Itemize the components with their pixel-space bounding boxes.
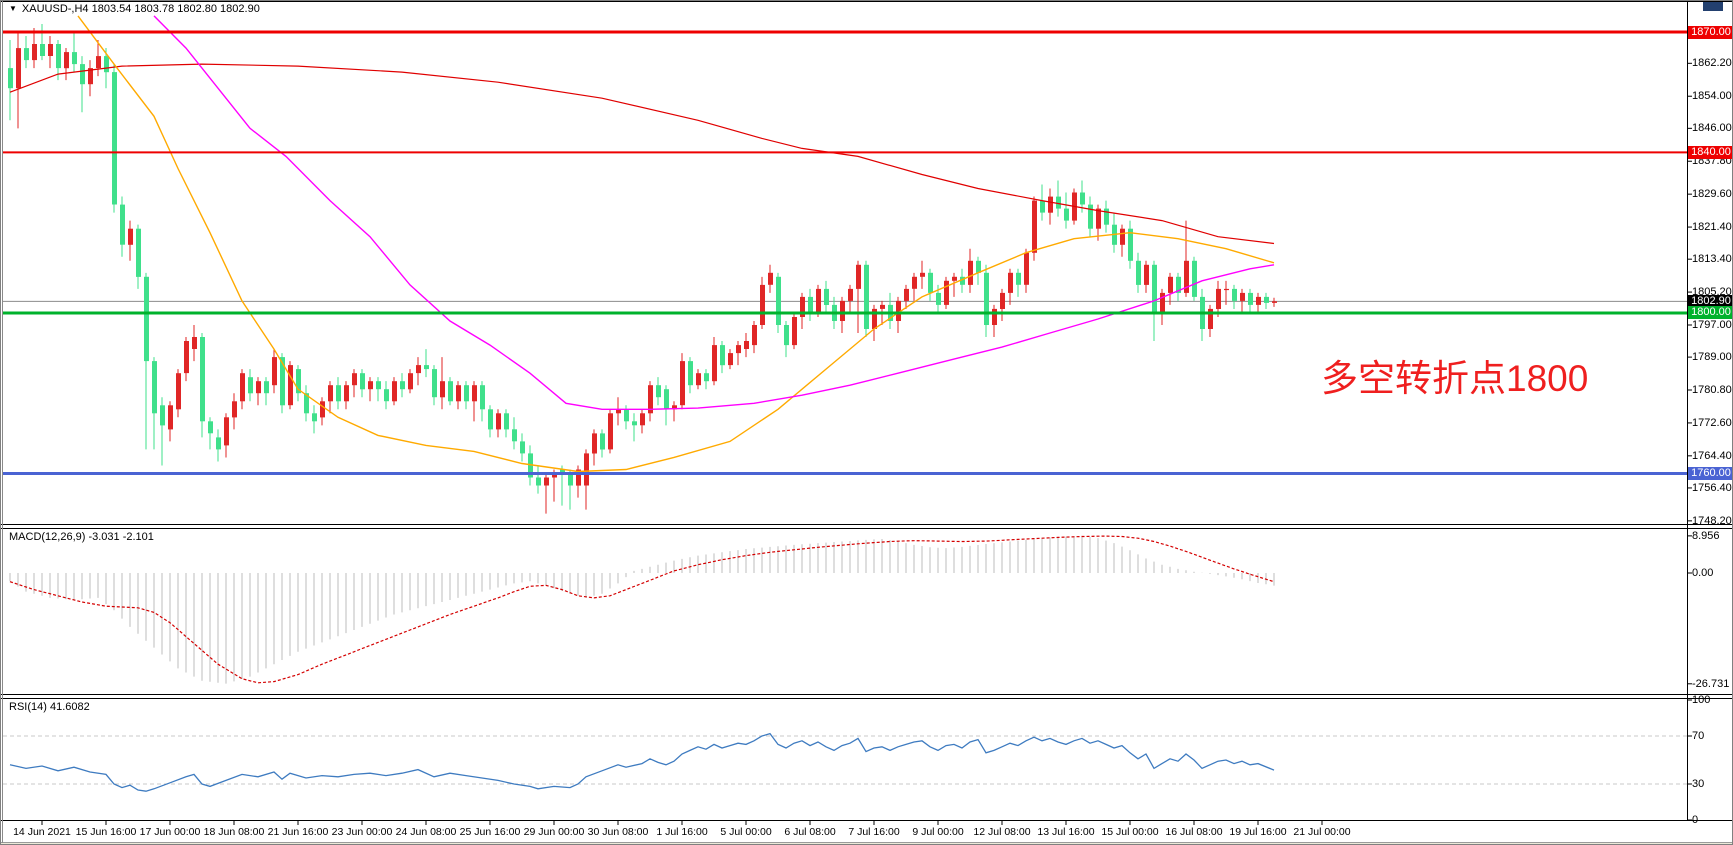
macd-tick-label: -26.731 [1692, 677, 1730, 690]
time-axis-label: 13 Jul 16:00 [1037, 826, 1095, 838]
time-axis-label: 1 Jul 16:00 [656, 826, 708, 838]
macd-indicator-label: MACD(12,26,9) -3.031 -2.101 [9, 531, 154, 543]
rsi-tick-label: 70 [1692, 730, 1705, 742]
window-corner-button[interactable] [1703, 2, 1723, 11]
macd-tick-label: 8.956 [1692, 529, 1720, 542]
price-tick-label: 1797.00 [1692, 318, 1732, 331]
price-tick-label: 1813.40 [1692, 253, 1732, 266]
time-axis-label: 23 Jun 00:00 [331, 826, 393, 838]
time-axis-label: 15 Jul 00:00 [1101, 826, 1159, 838]
time-axis-label: 16 Jul 08:00 [1165, 826, 1223, 838]
time-axis-label: 21 Jun 16:00 [267, 826, 329, 838]
price-tick-label: 1854.00 [1692, 90, 1732, 103]
time-axis-label: 17 Jun 00:00 [139, 826, 201, 838]
rsi-tick-label: 0 [1692, 814, 1699, 826]
rsi-tick-label: 100 [1692, 694, 1711, 706]
price-tick-label: 1764.40 [1692, 449, 1732, 462]
time-axis-label: 15 Jun 16:00 [75, 826, 137, 838]
rsi-tick-label: 30 [1692, 778, 1705, 790]
price-level-badge: 1870.00 [1688, 25, 1732, 39]
price-level-badge: 1802.90 [1688, 294, 1732, 308]
trend-annotation-text: 多空转折点1800 [1321, 358, 1589, 399]
time-axis-label: 24 Jun 08:00 [395, 826, 457, 838]
time-axis-label: 25 Jun 16:00 [459, 826, 521, 838]
time-axis-label: 29 Jun 00:00 [523, 826, 585, 838]
time-axis-label: 30 Jun 08:00 [587, 826, 649, 838]
price-tick-label: 1829.60 [1692, 188, 1732, 201]
time-axis-label: 7 Jul 16:00 [848, 826, 900, 838]
price-tick-label: 1862.20 [1692, 57, 1732, 70]
price-level-badge: 1800.00 [1688, 306, 1732, 320]
chart-symbol-title: ▼ XAUUSD-,H4 1803.54 1803.78 1802.80 1802… [9, 3, 260, 15]
bottom-scrollbar[interactable] [1, 843, 1732, 844]
price-tick-label: 1748.20 [1692, 514, 1732, 527]
time-axis-label: 5 Jul 00:00 [720, 826, 772, 838]
time-axis-label: 18 Jun 08:00 [203, 826, 265, 838]
rsi-indicator-label: RSI(14) 41.6082 [9, 701, 90, 713]
time-axis-label: 21 Jul 00:00 [1293, 826, 1351, 838]
time-axis-label: 14 Jun 2021 [13, 826, 71, 838]
price-tick-label: 1780.80 [1692, 384, 1732, 396]
price-tick-label: 1846.00 [1692, 122, 1732, 135]
time-axis-label: 19 Jul 16:00 [1229, 826, 1287, 838]
price-tick-label: 1756.40 [1692, 481, 1732, 494]
symbol-dropdown-icon[interactable]: ▼ [9, 4, 17, 13]
time-axis-label: 6 Jul 08:00 [784, 826, 836, 838]
price-tick-label: 1772.60 [1692, 416, 1732, 429]
time-axis-label: 9 Jul 00:00 [912, 826, 964, 838]
price-level-badge: 1760.00 [1688, 466, 1732, 480]
macd-tick-label: 0.00 [1692, 567, 1714, 579]
price-tick-label: 1789.00 [1692, 351, 1732, 364]
price-level-badge: 1840.00 [1688, 145, 1732, 159]
price-tick-label: 1821.40 [1692, 221, 1732, 234]
time-axis-label: 12 Jul 08:00 [973, 826, 1031, 838]
symbol-quote-text: XAUUSD-,H4 1803.54 1803.78 1802.80 1802.… [21, 3, 260, 15]
